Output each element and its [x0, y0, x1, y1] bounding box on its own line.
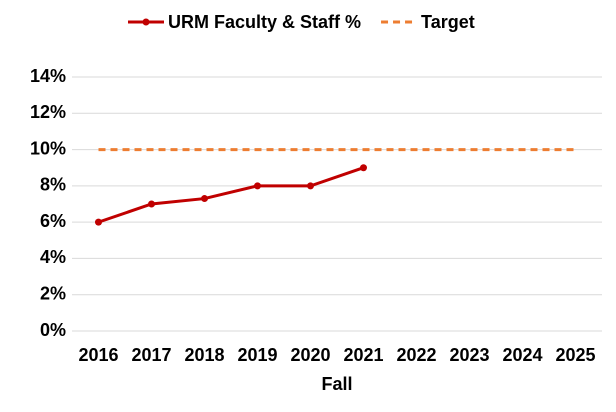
legend-label: Target	[421, 12, 475, 32]
legend-marker	[142, 18, 150, 26]
marker	[254, 182, 261, 190]
y-tick-label: 0%	[40, 320, 66, 340]
x-tick-label: 2017	[131, 345, 171, 365]
x-tick-label: 2024	[502, 345, 542, 365]
x-tick-label: 2020	[290, 345, 330, 365]
x-axis-title: Fall	[321, 374, 352, 394]
marker	[360, 164, 367, 172]
x-tick-label: 2022	[396, 345, 436, 365]
x-tick-label: 2018	[184, 345, 224, 365]
marker	[201, 195, 208, 203]
marker	[148, 200, 155, 208]
legend-label: URM Faculty & Staff %	[168, 12, 361, 32]
x-tick-label: 2019	[237, 345, 277, 365]
y-tick-label: 2%	[40, 283, 66, 303]
y-tick-label: 4%	[40, 247, 66, 267]
x-tick-label: 2023	[449, 345, 489, 365]
y-tick-label: 8%	[40, 175, 66, 195]
marker	[95, 218, 102, 226]
y-tick-label: 14%	[30, 66, 66, 86]
x-tick-label: 2025	[555, 345, 595, 365]
line	[98, 166, 364, 224]
x-tick-label: 2016	[78, 345, 118, 365]
y-tick-label: 10%	[30, 138, 66, 158]
x-tick-label: 2021	[343, 345, 383, 365]
y-tick-label: 12%	[30, 102, 66, 122]
y-tick-label: 6%	[40, 211, 66, 231]
marker	[307, 182, 314, 190]
